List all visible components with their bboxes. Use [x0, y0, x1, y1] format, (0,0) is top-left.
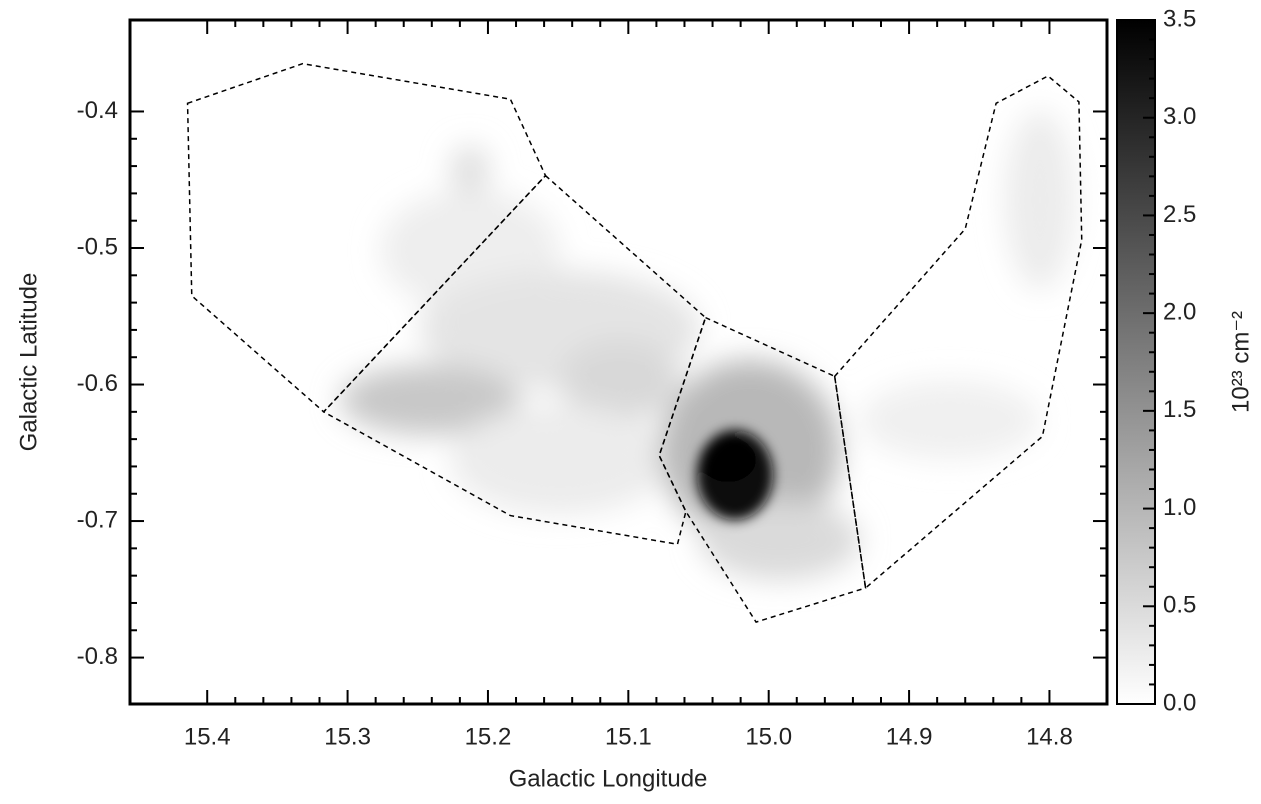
density-peak: [697, 430, 773, 520]
region-outline: [833, 75, 1083, 590]
x-axis-label: Galactic Longitude: [509, 765, 708, 792]
colorbar: [1116, 19, 1156, 705]
y-tick-label: -0.5: [77, 233, 118, 260]
colorbar-tick-label: 2.0: [1163, 298, 1196, 325]
colorbar-tick-label: 3.0: [1163, 103, 1196, 130]
x-tick-label: 15.2: [465, 723, 512, 750]
plot-frame: [128, 18, 1109, 706]
x-tick-label: 15.0: [745, 723, 792, 750]
x-tick-label: 15.1: [605, 723, 652, 750]
colorbar-tick-label: 0.0: [1163, 689, 1196, 716]
y-tick-label: -0.7: [77, 506, 118, 533]
x-tick-label: 15.4: [184, 723, 231, 750]
y-tick-label: -0.8: [77, 643, 118, 670]
colorbar-tick-label: 0.5: [1163, 592, 1196, 619]
colorbar-tick-label: 1.5: [1163, 396, 1196, 423]
y-axis-label: Galactic Latitude: [15, 273, 42, 452]
density-blobs: [340, 110, 1075, 580]
x-tick-label: 14.8: [1026, 723, 1073, 750]
region-outline: [658, 316, 867, 623]
colorbar-tick-label: 3.5: [1163, 5, 1196, 32]
x-tick-label: 14.9: [886, 723, 933, 750]
colorbar-label: 10²³ cm⁻²: [1227, 311, 1254, 413]
column-density-image: [340, 110, 1075, 580]
x-tick-label: 15.3: [324, 723, 371, 750]
regions: [186, 62, 1083, 623]
colorbar-tick-label: 2.5: [1163, 201, 1196, 228]
y-tick-label: -0.4: [77, 97, 118, 124]
y-tick-label: -0.6: [77, 370, 118, 397]
colorbar-tick-label: 1.0: [1163, 494, 1196, 521]
